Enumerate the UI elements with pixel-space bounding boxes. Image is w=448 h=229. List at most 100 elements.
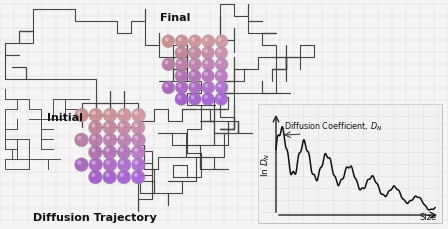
- Circle shape: [91, 148, 95, 153]
- Circle shape: [120, 112, 124, 116]
- Circle shape: [117, 146, 131, 159]
- Circle shape: [189, 36, 202, 49]
- Text: Size: Size: [420, 212, 437, 221]
- Circle shape: [204, 84, 208, 88]
- Circle shape: [178, 84, 182, 88]
- Circle shape: [91, 173, 95, 177]
- Circle shape: [175, 36, 188, 49]
- Circle shape: [177, 73, 181, 76]
- Bar: [258, 105, 442, 223]
- Text: Initial: Initial: [47, 112, 83, 123]
- Circle shape: [75, 158, 88, 172]
- Circle shape: [215, 70, 228, 83]
- Circle shape: [91, 124, 95, 128]
- Circle shape: [75, 109, 88, 123]
- Circle shape: [91, 112, 96, 116]
- Circle shape: [134, 148, 138, 153]
- Circle shape: [215, 59, 228, 71]
- Circle shape: [204, 73, 208, 76]
- Circle shape: [134, 173, 138, 177]
- Circle shape: [162, 36, 175, 49]
- Circle shape: [202, 93, 215, 106]
- Circle shape: [215, 93, 228, 106]
- Circle shape: [202, 36, 215, 49]
- Circle shape: [78, 112, 82, 116]
- Circle shape: [103, 109, 117, 123]
- Circle shape: [91, 136, 96, 140]
- Circle shape: [175, 59, 188, 71]
- Circle shape: [132, 109, 146, 123]
- Circle shape: [88, 146, 102, 159]
- Circle shape: [188, 47, 201, 60]
- Circle shape: [204, 38, 208, 42]
- Text: Diffusion Coefficient, $D_N$: Diffusion Coefficient, $D_N$: [284, 120, 382, 133]
- Circle shape: [202, 82, 215, 95]
- Circle shape: [218, 38, 222, 42]
- Circle shape: [204, 61, 208, 65]
- Circle shape: [132, 133, 146, 147]
- Circle shape: [134, 112, 138, 116]
- Text: Diffusion Trajectory: Diffusion Trajectory: [33, 212, 157, 222]
- Circle shape: [191, 38, 195, 42]
- Circle shape: [134, 136, 138, 140]
- Circle shape: [162, 82, 175, 95]
- Circle shape: [103, 158, 117, 172]
- Circle shape: [105, 173, 110, 177]
- Circle shape: [131, 146, 145, 159]
- Circle shape: [177, 50, 181, 54]
- Circle shape: [175, 82, 188, 95]
- Circle shape: [217, 96, 221, 100]
- Circle shape: [164, 38, 168, 42]
- Circle shape: [78, 161, 82, 165]
- Circle shape: [191, 84, 195, 88]
- Circle shape: [215, 82, 228, 95]
- Circle shape: [88, 121, 102, 135]
- Circle shape: [120, 136, 124, 140]
- Circle shape: [202, 59, 215, 71]
- Circle shape: [89, 133, 103, 147]
- Circle shape: [215, 47, 228, 60]
- Circle shape: [88, 170, 102, 184]
- Circle shape: [175, 93, 188, 106]
- Circle shape: [103, 146, 116, 159]
- Circle shape: [132, 158, 146, 172]
- Circle shape: [117, 121, 131, 135]
- Circle shape: [202, 70, 215, 83]
- Circle shape: [106, 112, 110, 116]
- Circle shape: [188, 70, 201, 83]
- Circle shape: [191, 50, 194, 54]
- Circle shape: [188, 93, 201, 106]
- Circle shape: [78, 136, 82, 140]
- Circle shape: [177, 96, 181, 100]
- Circle shape: [191, 61, 195, 65]
- Circle shape: [178, 38, 182, 42]
- Circle shape: [103, 133, 117, 147]
- Circle shape: [189, 59, 202, 71]
- Circle shape: [191, 73, 194, 76]
- Circle shape: [106, 136, 110, 140]
- Circle shape: [134, 161, 138, 165]
- Circle shape: [103, 121, 116, 135]
- Text: ln $D_N$: ln $D_N$: [260, 152, 272, 176]
- Circle shape: [120, 173, 124, 177]
- Circle shape: [117, 109, 131, 123]
- Circle shape: [218, 61, 222, 65]
- Circle shape: [120, 161, 124, 165]
- Circle shape: [175, 47, 188, 60]
- Circle shape: [189, 82, 202, 95]
- Circle shape: [89, 158, 103, 172]
- Circle shape: [204, 96, 208, 100]
- Circle shape: [164, 84, 168, 88]
- Circle shape: [75, 133, 88, 147]
- Circle shape: [120, 148, 124, 153]
- Circle shape: [134, 124, 138, 128]
- Circle shape: [218, 84, 222, 88]
- Circle shape: [105, 148, 110, 153]
- Circle shape: [105, 124, 110, 128]
- Circle shape: [178, 61, 182, 65]
- Circle shape: [162, 59, 175, 71]
- Circle shape: [91, 161, 96, 165]
- Circle shape: [217, 73, 221, 76]
- Circle shape: [106, 161, 110, 165]
- Circle shape: [164, 61, 168, 65]
